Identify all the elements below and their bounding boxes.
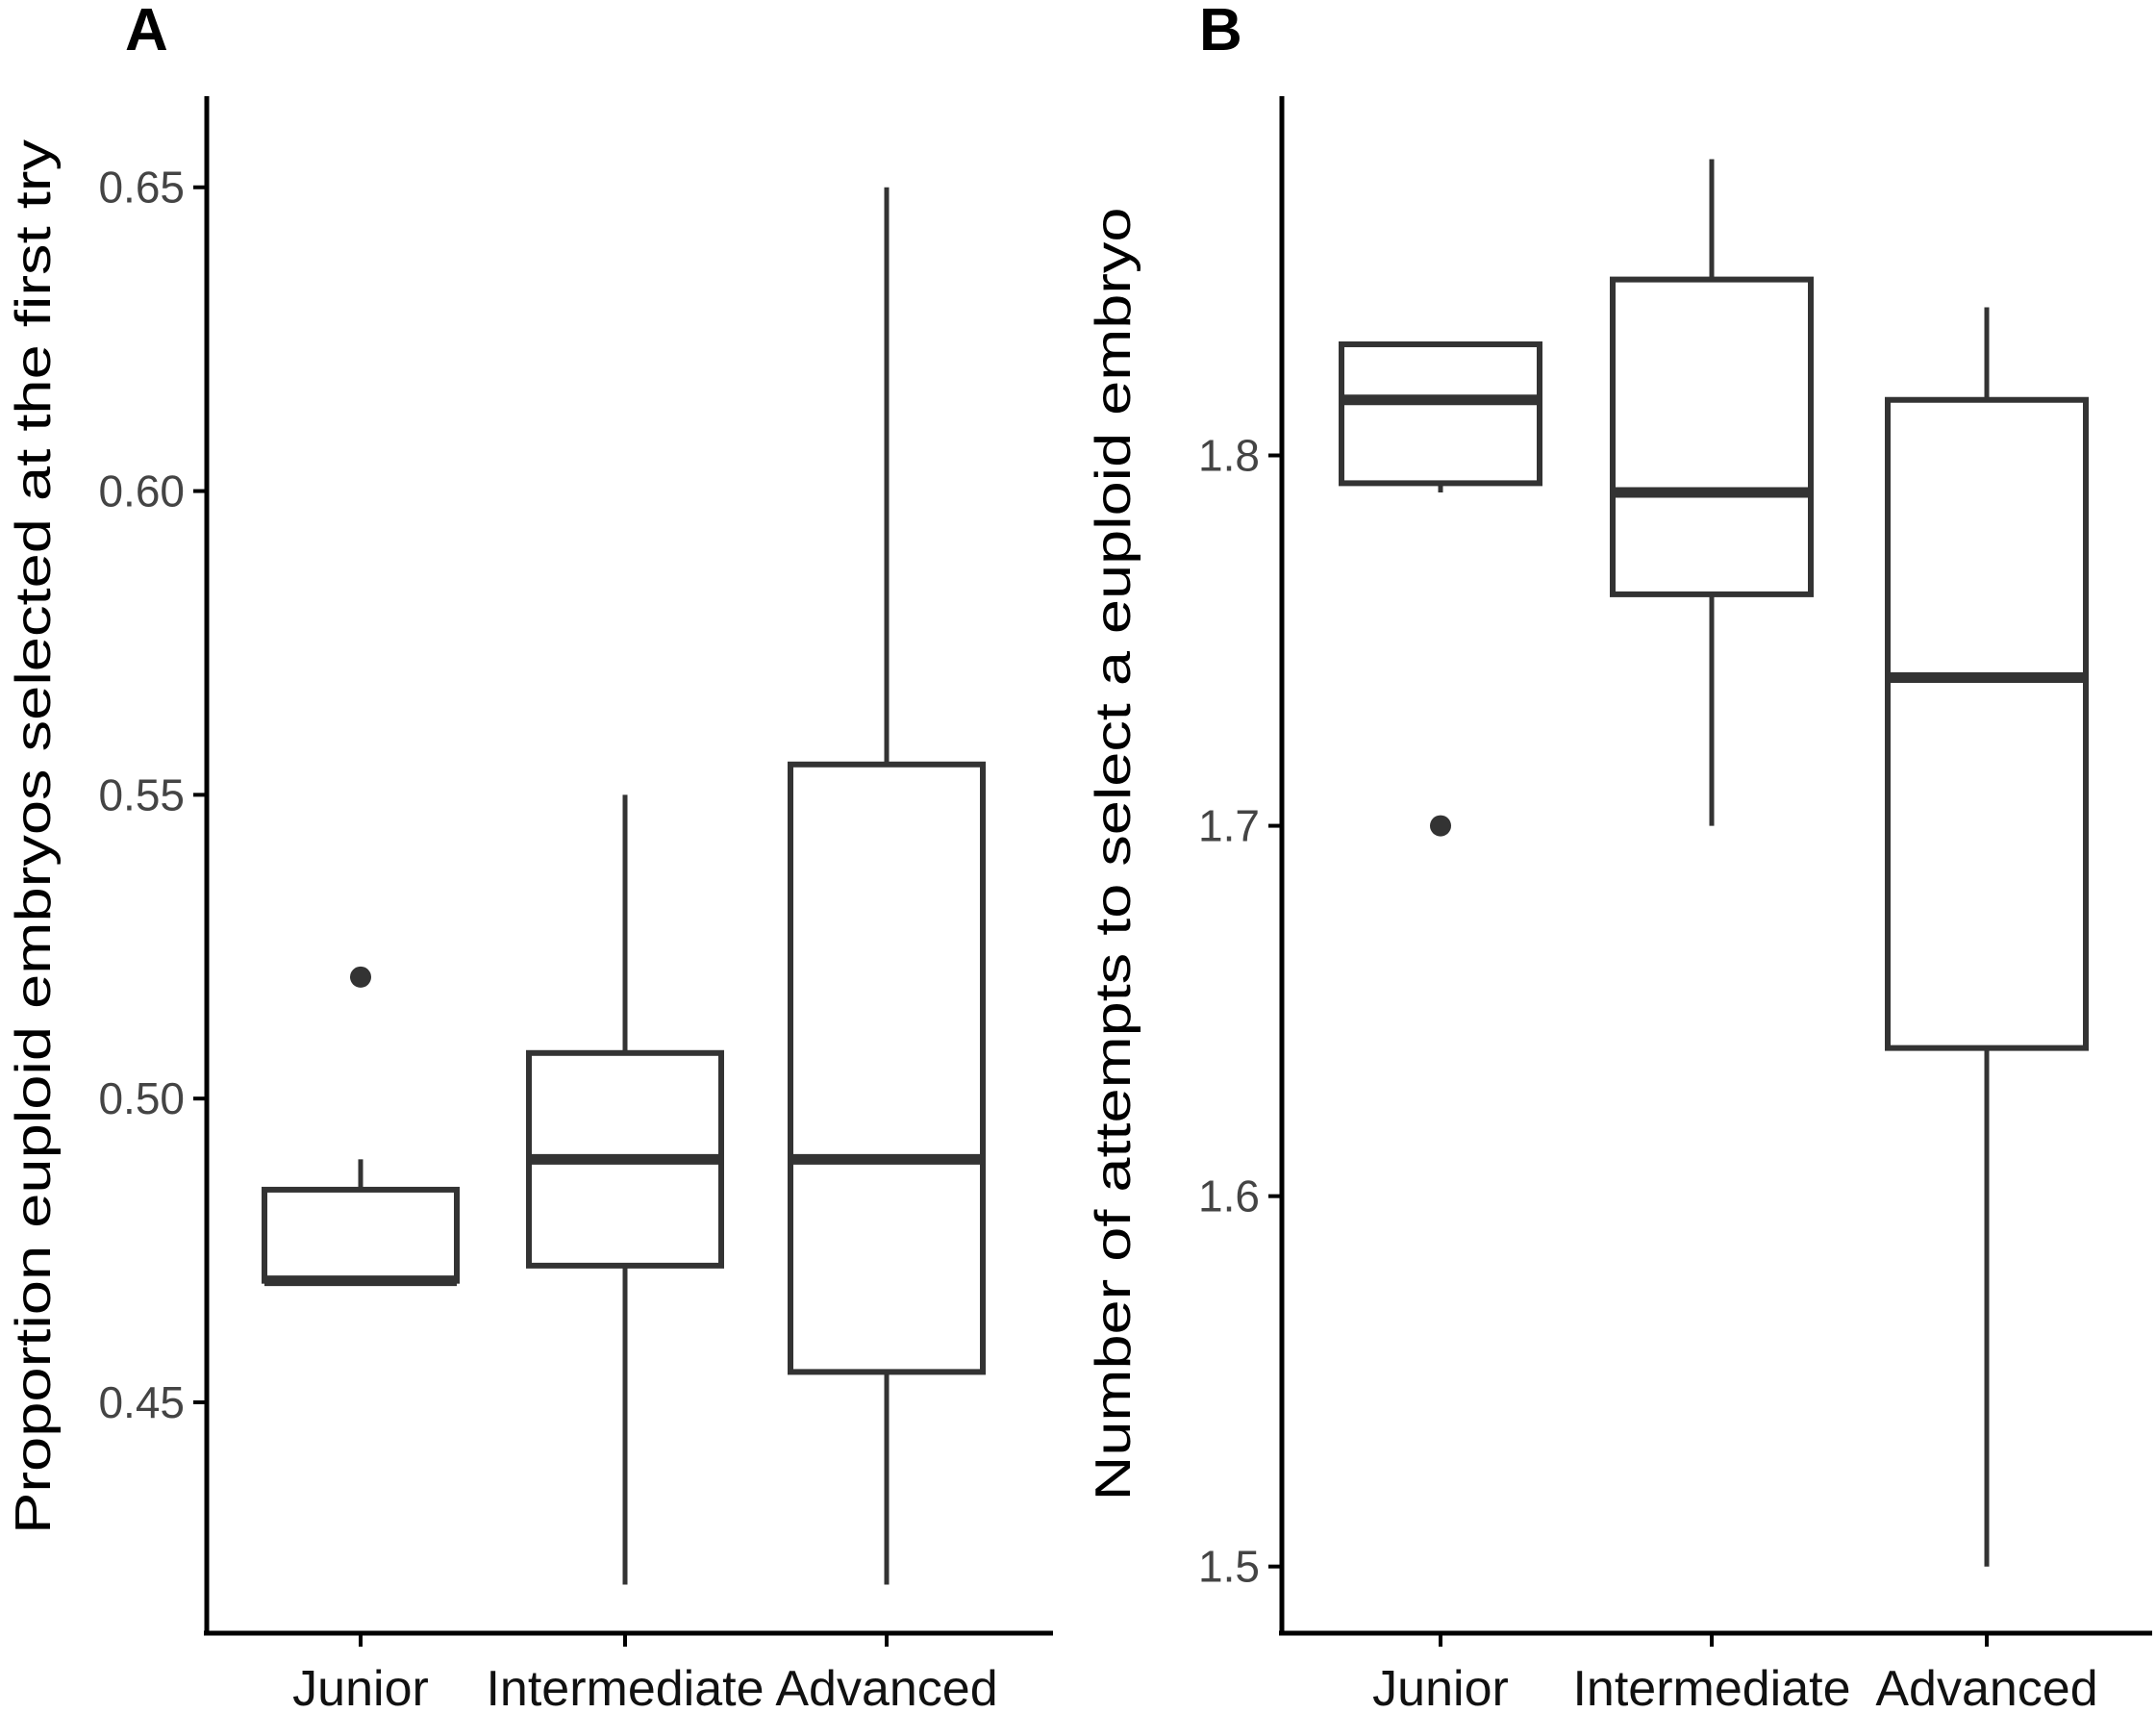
y-tick-label: 1.5: [1198, 1542, 1260, 1592]
box-advanced: [788, 187, 986, 1585]
x-tick-label-junior: Junior: [292, 1661, 429, 1713]
panel-a-boxes: [262, 187, 986, 1585]
box-junior: [1339, 340, 1542, 837]
panel-a-y-axis-title: Proportion euploid embryos selected at t…: [6, 139, 62, 1534]
y-tick-label: 1.8: [1198, 431, 1260, 481]
iqr-box: [1339, 340, 1542, 487]
iqr-box: [262, 1186, 460, 1284]
y-tick-label: 0.55: [98, 769, 185, 819]
x-tick-label-advanced: Advanced: [775, 1661, 997, 1713]
panel-a-y-ticks: 0.45 0.50 0.55 0.60 0.65: [98, 163, 207, 1427]
panel-b-label: B: [1199, 0, 1242, 63]
panel-a-label: A: [125, 0, 168, 63]
box-intermediate: [526, 794, 724, 1585]
iqr-box: [788, 761, 986, 1375]
iqr-box: [1610, 276, 1814, 597]
panel-b-y-axis-title: Number of attempts to select a euploid e…: [1086, 208, 1141, 1501]
outlier-point: [350, 966, 371, 988]
x-tick-label-advanced: Advanced: [1875, 1661, 2097, 1713]
y-tick-label: 0.50: [98, 1073, 185, 1123]
panel-b-boxes: [1339, 159, 2089, 1567]
panel-a-x-ticks: Junior Intermediate Advanced: [292, 1633, 998, 1713]
box-intermediate: [1610, 159, 1814, 826]
x-tick-label-junior: Junior: [1372, 1661, 1509, 1713]
y-tick-label: 0.60: [98, 466, 185, 516]
x-tick-label-intermediate: Intermediate: [486, 1661, 764, 1713]
box-junior: [262, 966, 460, 1287]
box-advanced: [1885, 307, 2089, 1567]
x-tick-label-intermediate: Intermediate: [1572, 1661, 1850, 1713]
y-tick-label: 0.65: [98, 163, 185, 213]
outlier-point: [1430, 815, 1451, 837]
panel-a: A Proportion euploid embryos selected at…: [6, 0, 1053, 1713]
panel-b-y-ticks: 1.5 1.6 1.7 1.8: [1198, 431, 1282, 1592]
panel-b-x-ticks: Junior Intermediate Advanced: [1372, 1633, 2098, 1713]
y-tick-label: 1.6: [1198, 1171, 1260, 1222]
y-tick-label: 0.45: [98, 1377, 185, 1427]
y-tick-label: 1.7: [1198, 801, 1260, 851]
panel-b: B Number of attempts to select a euploid…: [1086, 0, 2152, 1713]
iqr-box: [1885, 396, 2089, 1051]
